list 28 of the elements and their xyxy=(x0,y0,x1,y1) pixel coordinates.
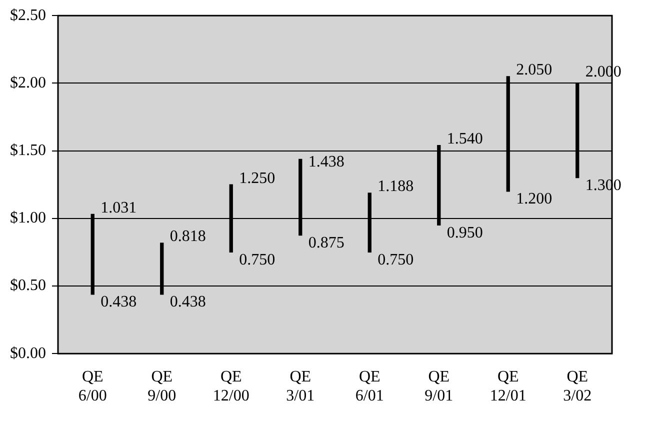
annotation: 1.250 xyxy=(239,170,276,187)
annotation: 2.050 xyxy=(516,62,552,79)
annotation: 0.438 xyxy=(170,294,206,311)
x-tick-label: QE 3/02 xyxy=(563,368,592,405)
annotation: 0.818 xyxy=(170,228,206,246)
annotation: 1.200 xyxy=(516,190,552,208)
y-tick-label: $0.00 xyxy=(10,344,46,362)
y-tick-label: $1.00 xyxy=(10,210,46,227)
x-tick-label: QE 12/00 xyxy=(212,368,250,405)
annotation: 1.540 xyxy=(446,130,483,148)
x-tick-label: QE 3/01 xyxy=(286,368,315,405)
annotation: 0.438 xyxy=(100,294,137,311)
annotation: 0.875 xyxy=(308,234,344,252)
annotation: 1.438 xyxy=(308,153,344,170)
annotation: 0.950 xyxy=(446,224,483,242)
x-tick-label: QE 12/01 xyxy=(490,368,526,405)
annotation: 1.188 xyxy=(378,178,414,196)
x-tick-label: QE 6/00 xyxy=(78,368,107,405)
x-tick-label: QE 6/01 xyxy=(355,368,384,405)
annotation: 0.750 xyxy=(239,251,276,268)
x-tick-label: QE 9/00 xyxy=(148,368,176,405)
y-tick-label: $2.50 xyxy=(10,6,46,24)
x-tick-label: QE 9/01 xyxy=(424,368,454,405)
y-tick-label: $1.50 xyxy=(10,142,46,160)
annotation: 0.750 xyxy=(378,251,414,268)
y-tick-label: $2.00 xyxy=(10,74,46,92)
y-tick-label: $0.50 xyxy=(10,277,46,294)
annotation: 1.031 xyxy=(100,199,137,216)
